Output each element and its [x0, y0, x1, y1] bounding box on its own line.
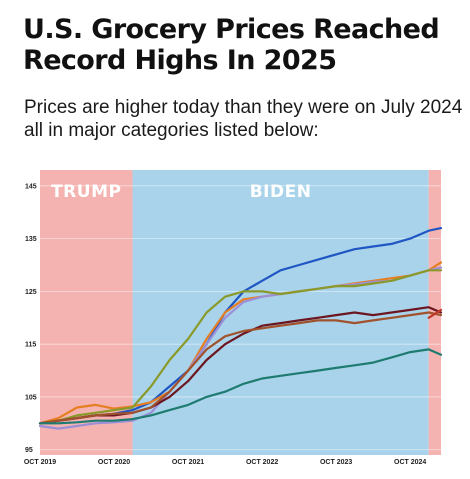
- x-tick-label-3: OCT 2022: [246, 459, 278, 466]
- chart-title: U.S. Grocery Prices Reached Record Highs…: [23, 14, 440, 76]
- series-line-1: [38, 261, 443, 425]
- x-tick-label-2: OCT 2021: [172, 459, 204, 466]
- x-tick-label-0: OCT 2019: [24, 459, 56, 466]
- x-tick-label-1: OCT 2020: [98, 459, 130, 466]
- y-tick-label-1: 105: [25, 394, 37, 401]
- x-tick-label-4: OCT 2023: [320, 459, 352, 466]
- period-band-2: [428, 170, 441, 455]
- y-tick-label-5: 145: [25, 183, 37, 190]
- period-label-1: BIDEN: [250, 182, 312, 202]
- chart-subtitle: Prices are higher today than they were o…: [24, 97, 463, 141]
- y-tick-label-4: 135: [25, 236, 37, 243]
- y-tick-label-3: 125: [25, 289, 37, 296]
- series-line-6: [427, 308, 443, 319]
- series-line-5: [38, 311, 443, 425]
- x-tick-label-5: OCT 2024: [394, 459, 426, 466]
- series-line-3: [38, 269, 443, 425]
- y-tick-label-2: 115: [25, 342, 36, 349]
- period-label-0: TRUMP: [51, 182, 121, 202]
- y-tick-label-0: 95: [25, 447, 33, 454]
- series-line-7: [38, 348, 443, 425]
